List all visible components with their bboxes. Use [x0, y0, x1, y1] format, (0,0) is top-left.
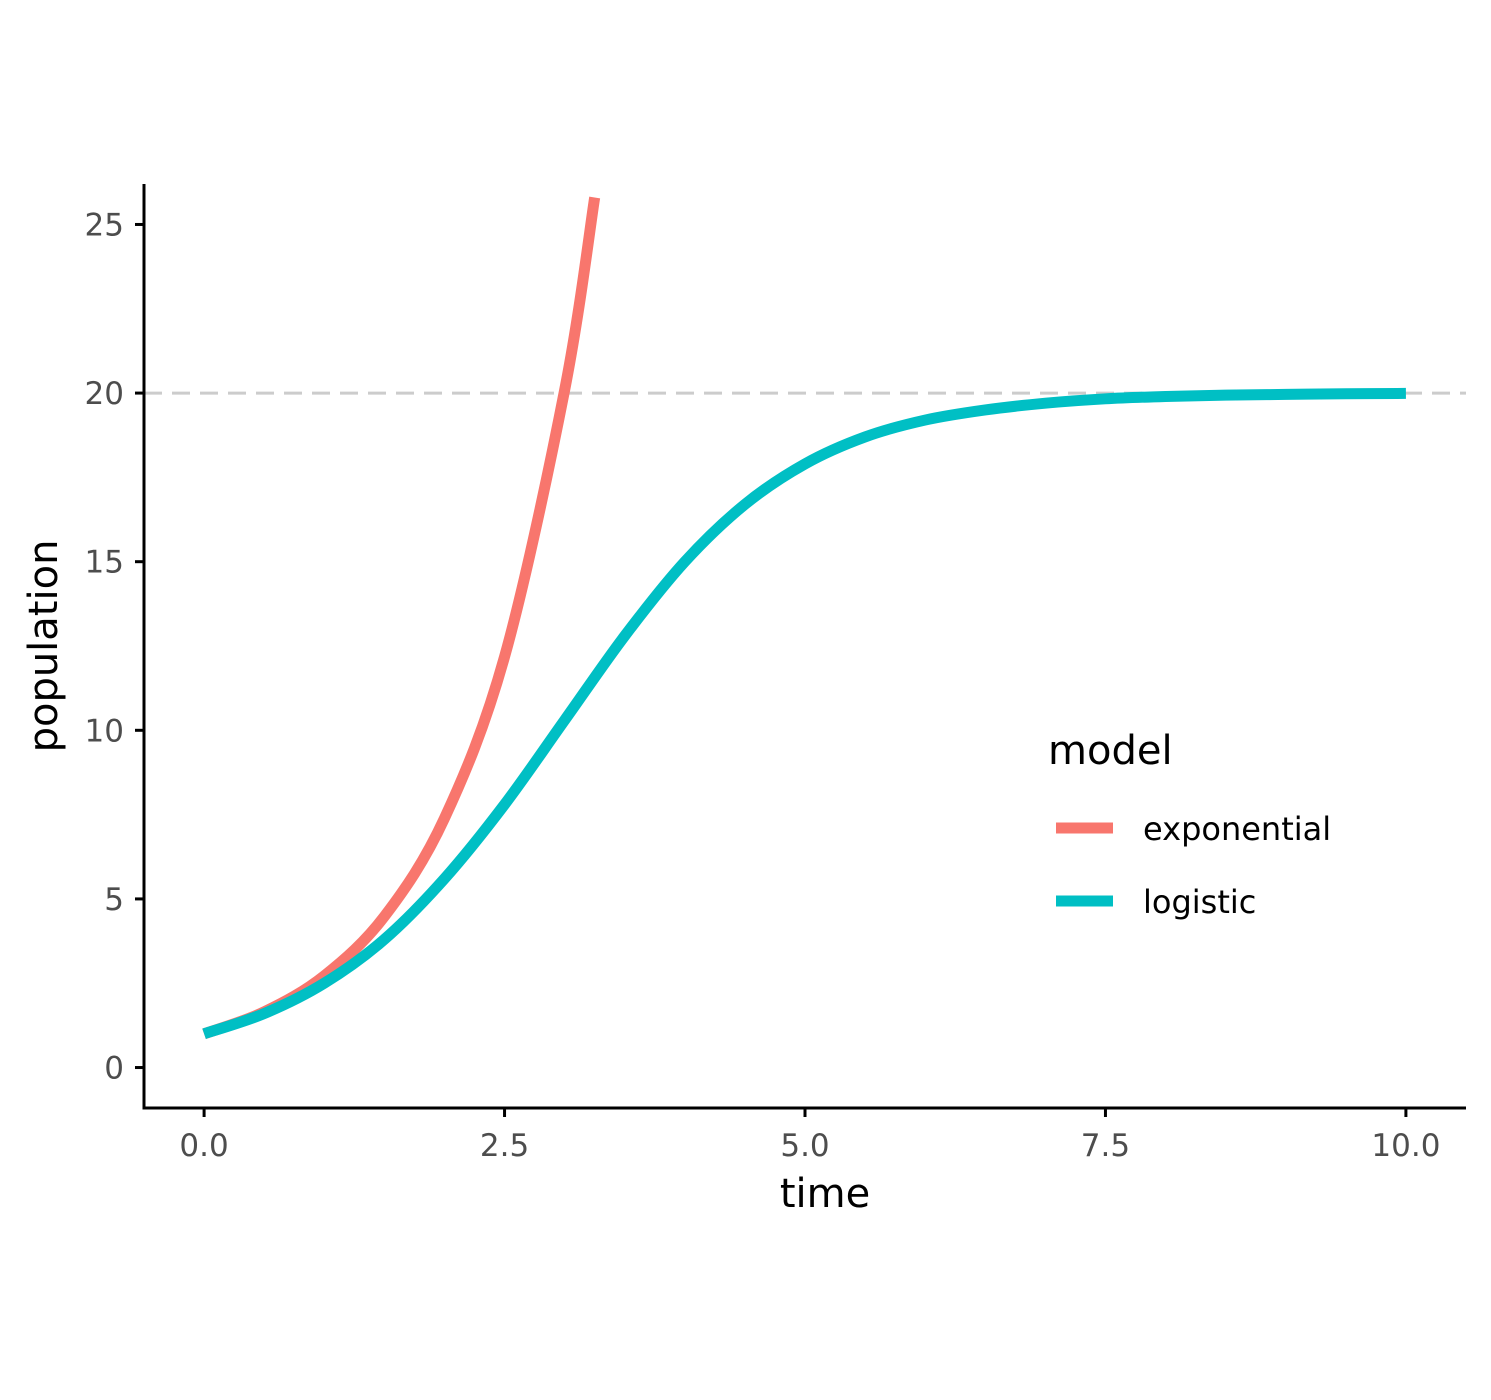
x-axis: 0.0 2.5 5.0 7.5 10.0 — [142, 1106, 1466, 1164]
y-tick-label: 0 — [104, 1051, 124, 1087]
x-tick-label: 10.0 — [1371, 1128, 1440, 1164]
legend-items: exponential logistic — [1056, 810, 1331, 921]
legend: model exponential logistic — [1048, 728, 1331, 921]
x-tick-label: 7.5 — [1081, 1128, 1130, 1164]
y-tick-label: 20 — [85, 376, 124, 412]
x-tick-label: 5.0 — [780, 1128, 829, 1164]
y-tick-label: 10 — [85, 713, 124, 749]
x-ticks: 0.0 2.5 5.0 7.5 10.0 — [179, 1108, 1440, 1164]
legend-label-exponential: exponential — [1143, 810, 1331, 848]
y-tick-label: 5 — [104, 882, 124, 918]
x-axis-title: time — [780, 1171, 870, 1217]
plot-area — [144, 196, 1466, 1040]
x-tick-label: 0.0 — [179, 1128, 228, 1164]
series-line-exponential — [202, 196, 601, 1039]
series-line-logistic — [202, 387, 1406, 1040]
legend-title: model — [1048, 728, 1173, 774]
y-axis: 0 5 10 15 20 25 — [85, 184, 146, 1110]
y-tick-label: 15 — [85, 545, 124, 581]
y-tick-label: 25 — [85, 207, 124, 243]
x-tick-label: 2.5 — [480, 1128, 529, 1164]
y-axis-title: population — [21, 540, 67, 753]
y-ticks: 0 5 10 15 20 25 — [85, 207, 144, 1087]
legend-label-logistic: logistic — [1143, 883, 1256, 921]
series-layer — [202, 196, 1406, 1040]
